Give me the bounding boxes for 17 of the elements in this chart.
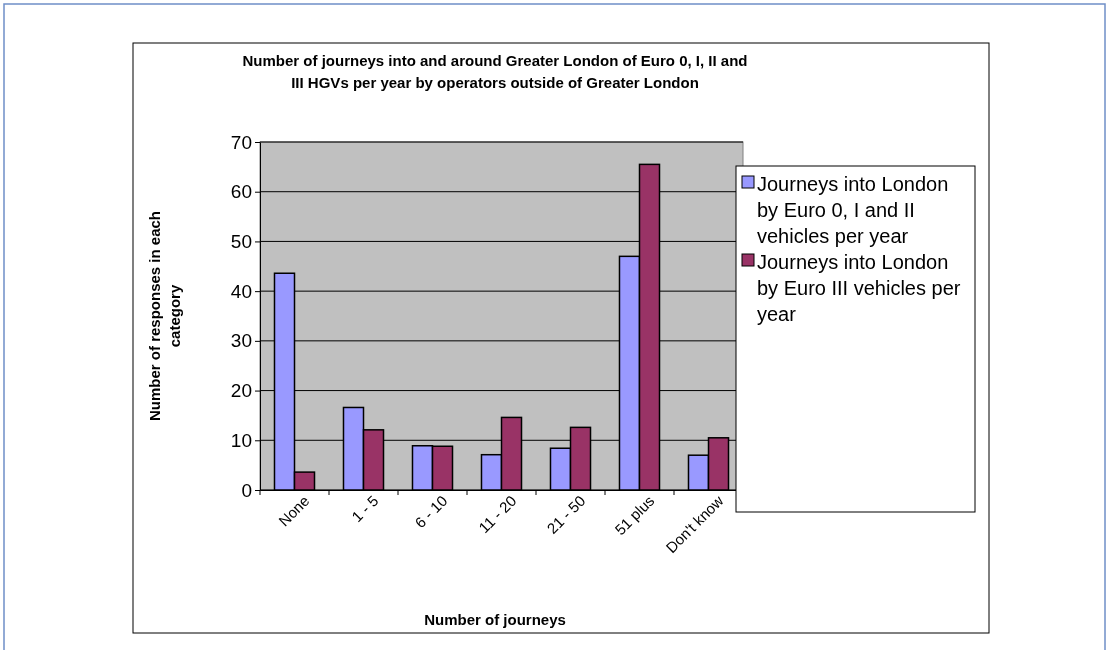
legend-label: Journeys into London by Euro 0, I and II vehicles per year [757, 173, 949, 247]
chart-title: Number of journeys into and around Greater London of Euro 0, I, II and III HGVs per year by operators outside of Greater London [242, 52, 748, 91]
x-tick-label: 21 - 50 [543, 491, 589, 537]
x-tick-label: 1 - 5 [348, 491, 382, 526]
y-tick-label: 10 [230, 429, 252, 451]
y-axis-title: Number of responses in each category [146, 210, 183, 422]
y-tick-label: 40 [230, 280, 252, 302]
x-tick-label: 11 - 20 [475, 491, 520, 537]
y-tick-label: 30 [230, 330, 252, 352]
y-tick-label: 0 [241, 479, 252, 501]
x-axis-title: Number of journeys [424, 611, 566, 628]
x-tick-label: 6 - 10 [411, 491, 451, 532]
y-tick-label: 60 [230, 181, 252, 203]
y-tick-label: 50 [230, 231, 252, 253]
y-tick-label: 70 [230, 131, 252, 153]
legend-label: Journeys into London by Euro III vehicles per year [757, 251, 961, 325]
y-tick-label: 20 [230, 380, 252, 402]
